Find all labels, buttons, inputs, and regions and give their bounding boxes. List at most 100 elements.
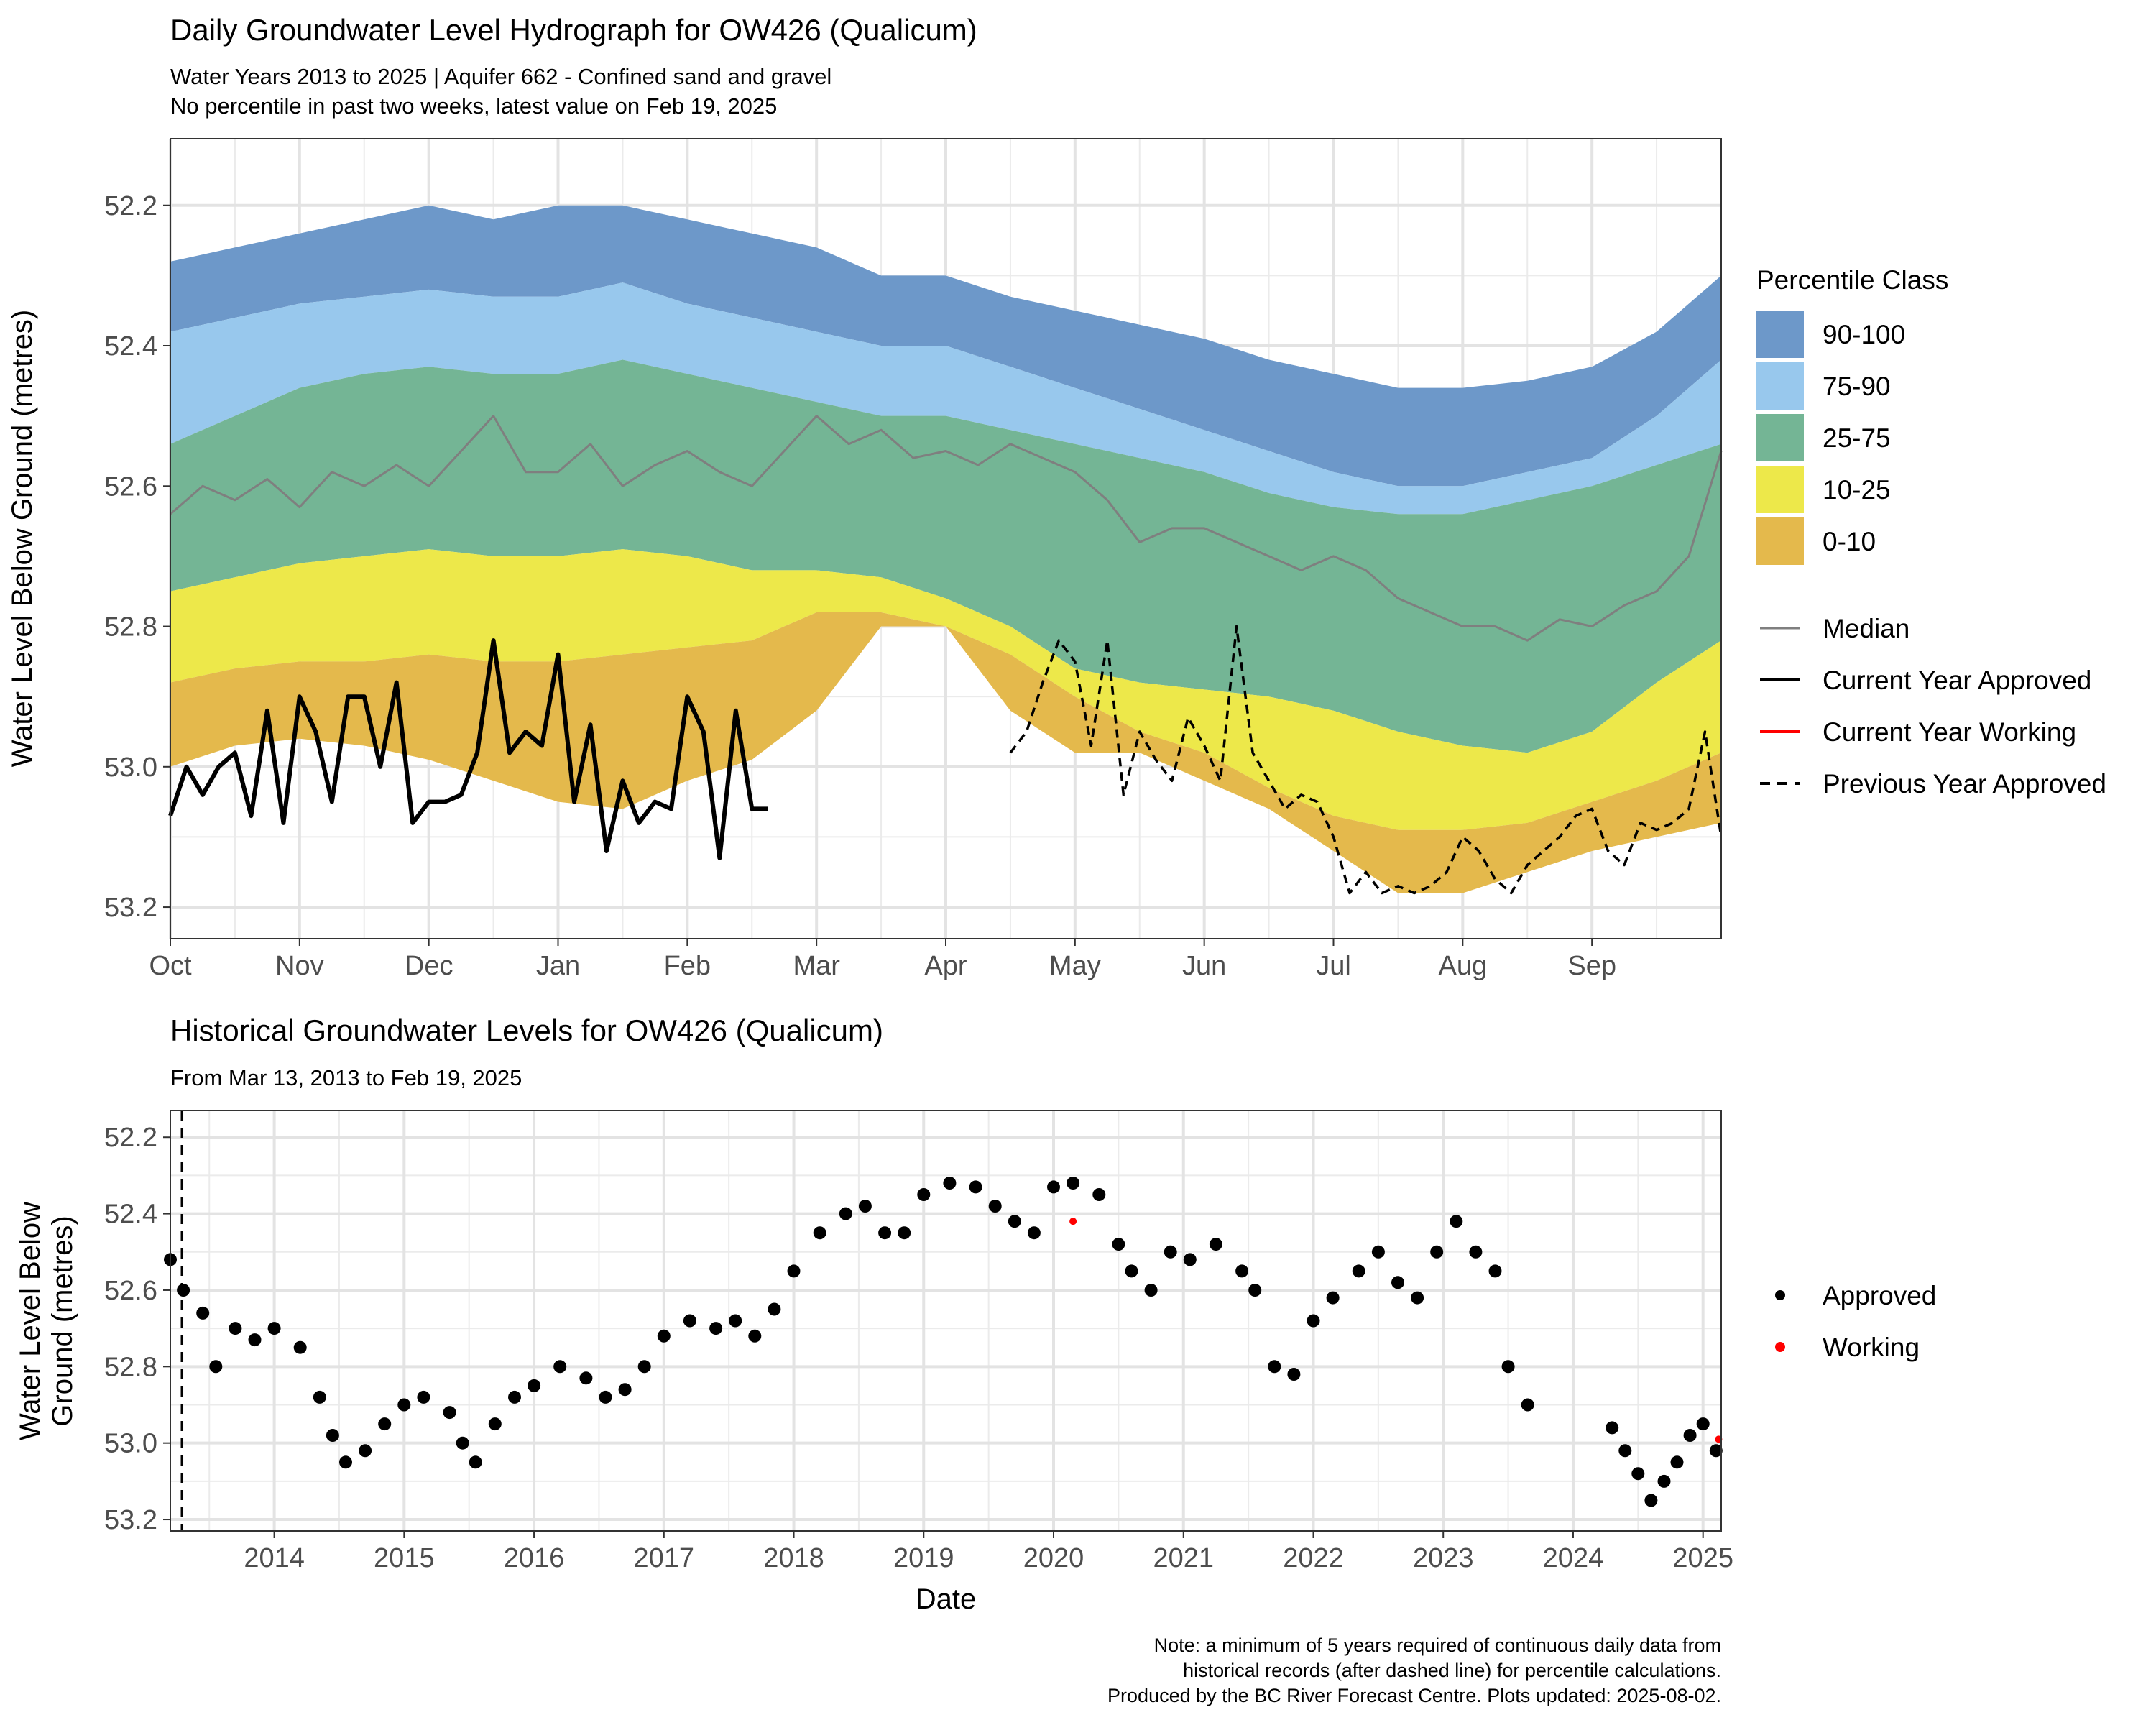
historical-x-tick-label: 2016: [504, 1543, 565, 1573]
point-approved: [1326, 1291, 1340, 1305]
point-approved: [683, 1314, 696, 1328]
legend-label-median: Median: [1823, 614, 1909, 643]
point-approved: [787, 1264, 801, 1278]
point-approved: [339, 1455, 352, 1469]
point-approved: [177, 1284, 190, 1297]
line-median: [170, 415, 1723, 642]
point-approved: [1027, 1226, 1041, 1240]
percentile-band-75-90: [170, 282, 1721, 515]
percentile-band-25-75: [170, 359, 1721, 753]
point-approved: [1164, 1245, 1177, 1259]
point-approved: [729, 1314, 742, 1328]
point-approved: [229, 1322, 242, 1335]
legend-key-approved: [1775, 1290, 1785, 1300]
historical-x-tick-label: 2021: [1153, 1543, 1214, 1573]
historical-subtitle: From Mar 13, 2013 to Feb 19, 2025: [170, 1065, 522, 1090]
point-approved: [813, 1226, 826, 1240]
legend-label-0-10: 0-10: [1823, 527, 1876, 556]
hydrograph-x-tick-label: Apr: [924, 951, 967, 981]
historical-legend: Approved Working: [1775, 1281, 1936, 1362]
point-approved: [443, 1406, 456, 1420]
point-approved: [1008, 1215, 1021, 1228]
hydrograph-y-ticks: 52.2 52.4 52.6 52.8 53.0 53.2: [104, 191, 170, 923]
footnote-line-1: Note: a minimum of 5 years required of c…: [1154, 1634, 1721, 1656]
historical-panel: Historical Groundwater Levels for OW426 …: [14, 1013, 1936, 1615]
historical-y-tick-label: 52.6: [104, 1276, 157, 1306]
point-approved: [1235, 1264, 1249, 1278]
point-approved: [748, 1329, 762, 1343]
footnote: Note: a minimum of 5 years required of c…: [1107, 1634, 1721, 1706]
legend-label-90-100: 90-100: [1823, 320, 1905, 349]
historical-y-tick-label: 53.0: [104, 1429, 157, 1459]
historical-x-tick-label: 2015: [374, 1543, 435, 1573]
point-approved: [1183, 1253, 1197, 1266]
hydrograph-title: Daily Groundwater Level Hydrograph for O…: [170, 13, 977, 47]
point-approved: [1411, 1291, 1424, 1305]
point-approved: [196, 1306, 210, 1320]
legend-swatch-0-10: [1756, 518, 1804, 565]
point-approved: [553, 1360, 567, 1374]
point-approved: [579, 1371, 593, 1385]
hydrograph-percentile-bands: [170, 205, 1721, 893]
point-approved: [267, 1322, 281, 1335]
legend-swatch-10-25: [1756, 466, 1804, 513]
legend-swatch-25-75: [1756, 414, 1804, 461]
historical-title: Historical Groundwater Levels for OW426 …: [170, 1013, 883, 1047]
point-approved: [248, 1333, 262, 1347]
point-approved: [1248, 1284, 1262, 1297]
legend-label-previous-year-approved: Previous Year Approved: [1823, 769, 2106, 799]
point-approved: [1047, 1180, 1060, 1194]
legend-title: Percentile Class: [1756, 265, 1948, 295]
point-approved: [1209, 1238, 1222, 1251]
point-approved: [943, 1177, 957, 1190]
point-approved: [969, 1180, 982, 1194]
historical-x-tick-label: 2017: [634, 1543, 695, 1573]
hydrograph-y-tick-label: 52.4: [104, 331, 157, 362]
historical-y-tick-label: 52.8: [104, 1352, 157, 1382]
point-approved: [326, 1429, 339, 1442]
point-approved: [417, 1390, 430, 1404]
legend-fill-entries: 90-100 75-90 25-75 10-25 0-10: [1756, 310, 1905, 565]
point-approved: [917, 1188, 931, 1201]
point-approved: [768, 1302, 781, 1316]
legend-swatch-90-100: [1756, 310, 1804, 358]
point-approved: [359, 1444, 372, 1458]
point-approved: [898, 1226, 911, 1240]
percentile-band-10-25: [170, 549, 1721, 830]
point-approved: [469, 1455, 482, 1469]
line-previous-year-approved: [1009, 625, 1723, 895]
point-approved: [528, 1379, 541, 1392]
hydrograph-subtitle-line-1: Water Years 2013 to 2025 | Aquifer 662 -…: [170, 64, 831, 89]
point-working: [1715, 1435, 1723, 1443]
hydrograph-lines: [168, 415, 1723, 895]
point-approved: [1391, 1276, 1404, 1289]
point-approved: [209, 1360, 223, 1374]
point-approved: [1287, 1368, 1301, 1381]
historical-y-axis-title-line-2: Ground (metres): [47, 1215, 78, 1426]
point-approved: [293, 1340, 307, 1354]
point-approved: [1067, 1177, 1080, 1190]
point-approved: [657, 1329, 671, 1343]
point-approved: [1709, 1444, 1723, 1458]
legend-label-current-year-approved: Current Year Approved: [1823, 666, 2091, 695]
legend-label-working: Working: [1823, 1333, 1920, 1362]
point-approved: [1488, 1264, 1502, 1278]
hydrograph-x-tick-label: Mar: [793, 951, 840, 981]
historical-x-tick-label: 2020: [1023, 1543, 1084, 1573]
hydrograph-x-tick-label: Dec: [405, 951, 453, 981]
hydrograph-legend: Percentile Class 90-100 75-90 25-75 10-25 0-…: [1756, 265, 2106, 799]
hydrograph-subtitle-line-2: No percentile in past two weeks, latest …: [170, 93, 777, 119]
historical-x-tick-label: 2014: [244, 1543, 305, 1573]
legend-key-working: [1775, 1342, 1785, 1352]
legend-swatch-75-90: [1756, 362, 1804, 410]
hydrograph-x-tick-label: May: [1049, 951, 1101, 981]
point-approved: [1268, 1360, 1281, 1374]
point-approved: [1670, 1455, 1684, 1469]
hydrograph-x-tick-label: Oct: [149, 951, 192, 981]
point-approved: [1430, 1245, 1444, 1259]
historical-x-tick-label: 2025: [1672, 1543, 1733, 1573]
historical-x-axis-title: Date: [916, 1583, 977, 1615]
historical-x-tick-label: 2024: [1543, 1543, 1604, 1573]
point-approved: [988, 1200, 1002, 1213]
